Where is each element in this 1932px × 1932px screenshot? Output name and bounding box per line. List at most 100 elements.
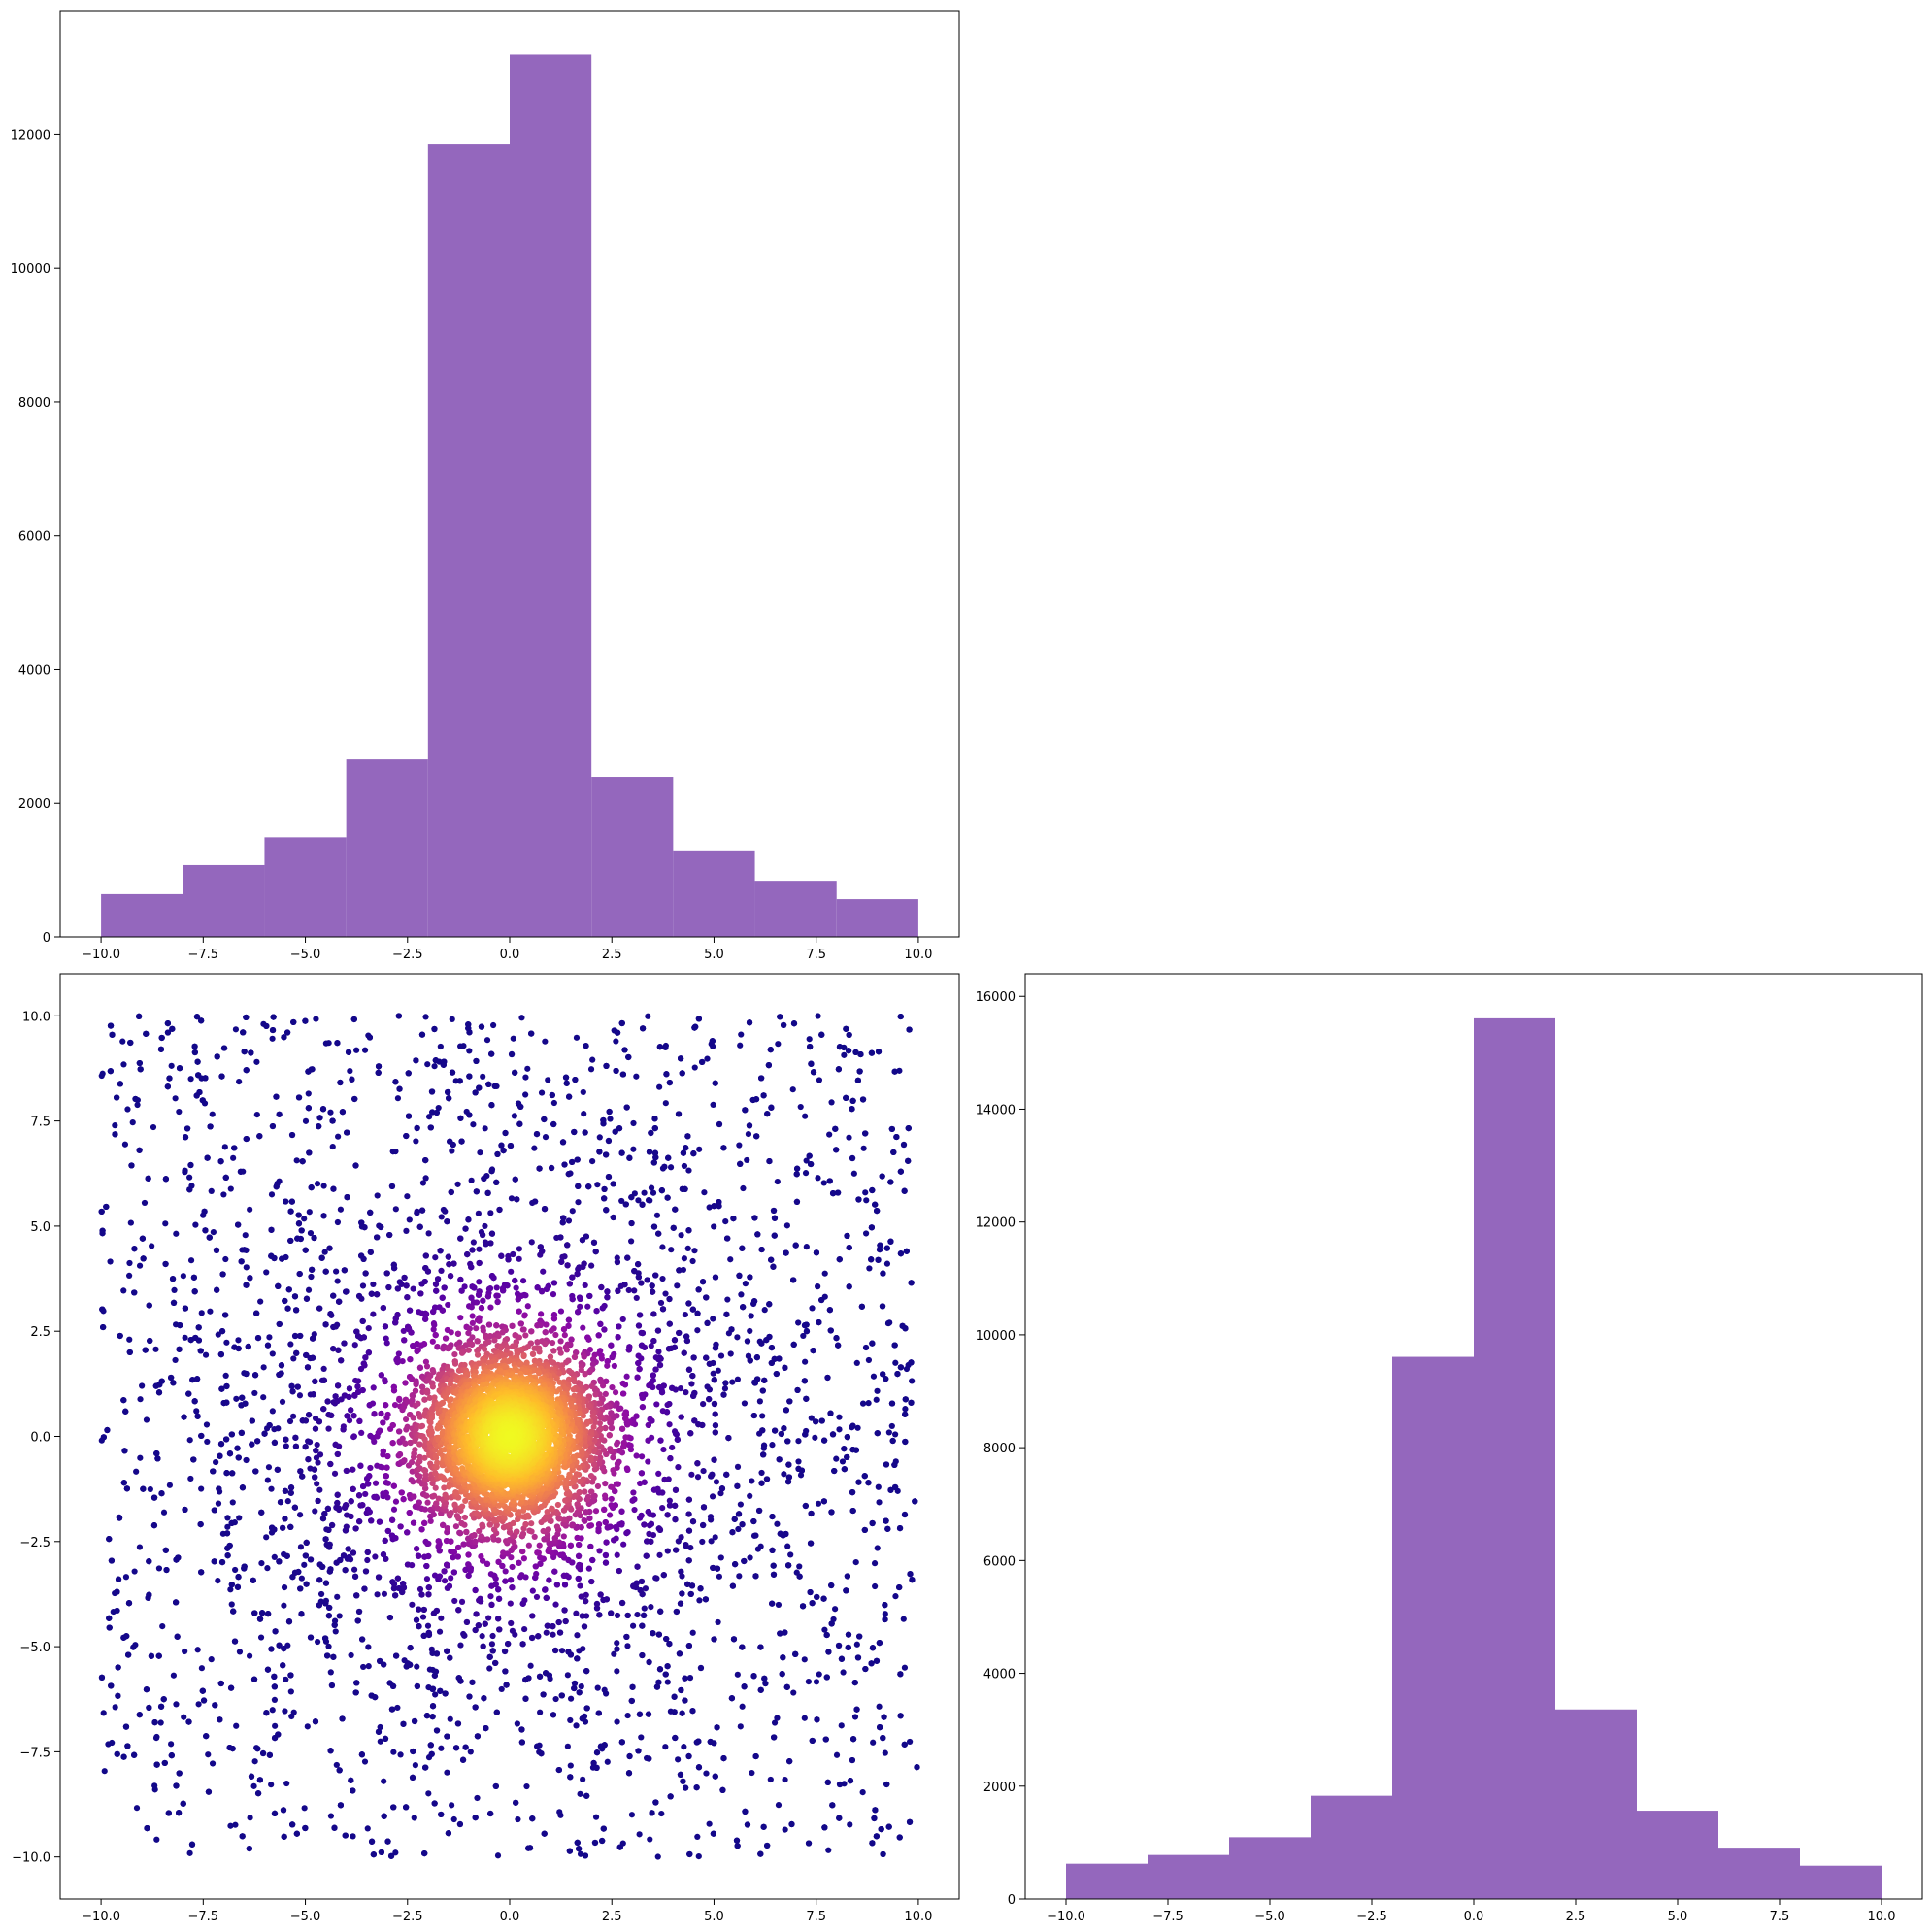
scatter-point (644, 1277, 650, 1283)
scatter-point (786, 1398, 793, 1405)
scatter-point (192, 1221, 199, 1228)
scatter-point (882, 1611, 888, 1617)
scatter-point (238, 1429, 245, 1436)
scatter-point (711, 1400, 718, 1408)
scatter-point (243, 1247, 250, 1253)
scatter-point (205, 1751, 212, 1758)
scatter-point (550, 1120, 557, 1128)
scatter-point (648, 1343, 654, 1349)
scatter-point (264, 1342, 272, 1349)
scatter-point (666, 1079, 673, 1086)
scatter-point (671, 1337, 679, 1344)
scatter-point (353, 1047, 360, 1053)
scatter-point (172, 1356, 179, 1364)
scatter-point (507, 1143, 515, 1149)
scatter-point (683, 1542, 689, 1549)
scatter-point (814, 1716, 820, 1723)
scatter-point (284, 1642, 291, 1649)
scatter-point (794, 1386, 801, 1394)
scatter-point (720, 1391, 727, 1398)
scatter-point (175, 1554, 182, 1561)
scatter-point (649, 1810, 655, 1816)
scatter-point (433, 1607, 440, 1615)
scatter-point (775, 1601, 783, 1609)
scatter-point (236, 1079, 243, 1085)
scatter-point (824, 1374, 831, 1382)
scatter-point (285, 1618, 293, 1625)
scatter-point (750, 1532, 758, 1539)
scatter-point (658, 1187, 665, 1194)
scatter-point (526, 1845, 534, 1851)
scatter-point (232, 1026, 240, 1033)
scatter-point (706, 1204, 713, 1211)
scatter-point (404, 1294, 411, 1301)
scatter-point (883, 1245, 890, 1251)
scatter-point (646, 1149, 653, 1155)
scatter-point (243, 1370, 250, 1378)
scatter-point (674, 1282, 681, 1289)
scatter-point (143, 1416, 150, 1423)
scatter-point (444, 1218, 450, 1225)
scatter-point (585, 1183, 592, 1190)
scatter-point (508, 1050, 516, 1058)
scatter-point (567, 1762, 574, 1769)
scatter-point (355, 1608, 363, 1616)
scatter-point (359, 1502, 366, 1509)
scatter-point (897, 1013, 904, 1020)
scatter-point (869, 1645, 877, 1651)
scatter-point (875, 1256, 882, 1263)
scatter-point (869, 1340, 876, 1347)
scatter-point (529, 1815, 536, 1822)
scatter-point (375, 1069, 382, 1076)
scatter-point (348, 1651, 354, 1659)
scatter-point (190, 1274, 198, 1281)
scatter-point (723, 1471, 730, 1478)
scatter-point (829, 1431, 837, 1438)
scatter-point (309, 1354, 316, 1361)
scatter-point (735, 1511, 743, 1517)
scatter-point (334, 1450, 341, 1458)
scatter-point (251, 1389, 258, 1397)
scatter-point (644, 1538, 650, 1545)
scatter-point (209, 1111, 216, 1117)
scatter-point (767, 1776, 774, 1783)
scatter-point (736, 1272, 743, 1279)
scatter-point (273, 1183, 280, 1190)
scatter-point (387, 1852, 395, 1859)
scatter-point (462, 1744, 469, 1750)
scatter-point (307, 1634, 315, 1641)
scatter-point (880, 1270, 886, 1277)
scatter-point (444, 1769, 450, 1776)
scatter-point (475, 1210, 482, 1216)
scatter-point (846, 1245, 852, 1251)
scatter-point (747, 1327, 753, 1335)
scatter-point (181, 1714, 187, 1720)
scatter-point (682, 1675, 688, 1682)
scatter-point (403, 1804, 410, 1811)
scatter-point (299, 1473, 306, 1480)
scatter-point (186, 1437, 193, 1444)
scatter-point (582, 1852, 589, 1859)
scatter-point (505, 1641, 512, 1648)
scatter-point (619, 1071, 626, 1078)
scatter-point (253, 1058, 260, 1065)
scatter-point (790, 1020, 798, 1027)
scatter-point (603, 1062, 610, 1070)
scatter-point (897, 1713, 904, 1719)
scatter-point (736, 1573, 743, 1580)
scatter-point (790, 1689, 797, 1696)
scatter-point (136, 1544, 144, 1550)
scatter-point (248, 1049, 254, 1056)
histogram-bar (264, 837, 347, 937)
scatter-point (283, 1436, 289, 1443)
scatter-point (818, 1417, 825, 1424)
scatter-point (322, 1321, 329, 1328)
scatter-point (202, 1351, 210, 1358)
scatter-point (702, 1596, 709, 1603)
scatter-point (414, 1210, 420, 1216)
scatter-point (766, 1157, 773, 1165)
scatter-point (287, 1208, 294, 1215)
scatter-point (176, 1346, 183, 1352)
scatter-point (381, 1590, 388, 1597)
scatter-point (760, 1445, 767, 1451)
